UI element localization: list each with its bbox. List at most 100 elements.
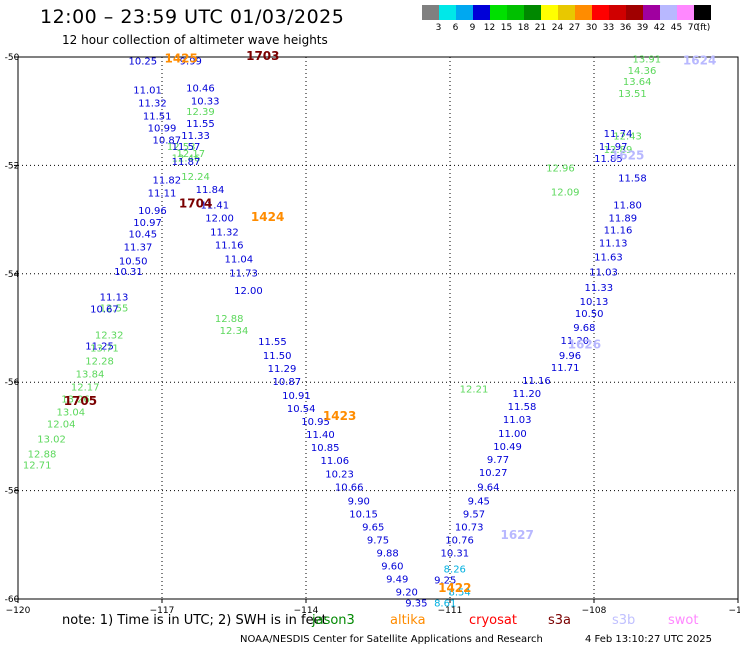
wave-height-label: 13.51: [618, 89, 647, 100]
wave-height-label: 11.13: [100, 293, 129, 304]
wave-height-label: 12.28: [85, 357, 114, 368]
x-tick-label: −10: [729, 606, 740, 616]
pass-time-label: 1703: [246, 49, 279, 63]
wave-height-label: 11.16: [604, 225, 633, 236]
wave-height-label: 11.80: [613, 200, 642, 211]
scale-swatch: [626, 5, 643, 20]
x-tick-label: −117: [150, 606, 175, 616]
wave-height-label: 9.25: [434, 575, 456, 586]
wave-height-label: 12.21: [460, 385, 489, 396]
scale-swatch: [677, 5, 694, 20]
scale-label: 18: [517, 23, 530, 33]
wave-height-label: 12.88: [28, 450, 57, 461]
wave-height-label: 11.37: [124, 243, 153, 254]
scale-swatch: [541, 5, 558, 20]
wave-height-label: 10.33: [191, 96, 220, 107]
wave-height-label: 9.64: [477, 482, 499, 493]
wave-height-label: 11.29: [268, 364, 297, 375]
scale-swatch: [490, 5, 507, 20]
x-tick-label: −120: [6, 606, 31, 616]
wave-height-label: 11.16: [215, 241, 244, 252]
wave-height-label: 11.71: [551, 363, 580, 374]
wave-height-label: 11.33: [584, 283, 613, 294]
wave-height-label: 11.32: [210, 228, 239, 239]
wave-height-label: 12.00: [234, 286, 263, 297]
x-tick-label: −108: [582, 606, 607, 616]
wave-height-label: 11.16: [522, 376, 551, 387]
y-tick-label: -50: [5, 53, 20, 63]
wave-height-label: 12.04: [47, 419, 76, 430]
wave-height-label: 11.03: [503, 415, 532, 426]
wave-height-label: 10.23: [325, 469, 354, 480]
wave-height-label: 13.02: [37, 435, 66, 446]
chart-subtitle: 12 hour collection of altimeter wave hei…: [62, 33, 328, 47]
wave-height-label: 9.77: [487, 455, 509, 466]
wave-height-label: 11.55: [186, 119, 215, 130]
wave-height-label: 9.75: [367, 535, 389, 546]
wave-height-label: 12.46: [172, 153, 201, 164]
satellite-s3b-label: s3b: [612, 613, 636, 628]
wave-height-label: 9.88: [376, 548, 398, 559]
wave-height-label: 11.33: [181, 131, 210, 142]
wave-height-label: 12.34: [220, 326, 249, 337]
scale-label: 30: [585, 23, 598, 33]
pass-time-label: 1626: [568, 337, 601, 351]
wave-height-label: 10.13: [580, 297, 609, 308]
scale-swatch: [422, 5, 439, 20]
scale-label: 3: [435, 23, 442, 33]
wave-height-label: 11.13: [599, 238, 628, 249]
scale-label: 24: [551, 23, 564, 33]
wave-height-label: 12.09: [551, 187, 580, 198]
scale-label: 9: [469, 23, 476, 33]
wave-height-label: 9.99: [180, 56, 202, 67]
y-tick-label: -58: [5, 487, 20, 497]
pass-time-label: 1705: [64, 394, 97, 408]
scale-swatch: [694, 5, 711, 20]
wave-height-label: 11.58: [508, 402, 537, 413]
wave-height-label: 10.99: [148, 123, 177, 134]
scale-label: 45: [670, 23, 683, 33]
scale-label: 36: [619, 23, 632, 33]
wave-height-label: 10.87: [152, 135, 181, 146]
footer-timestamp: 4 Feb 13:10:27 UTC 2025: [585, 634, 712, 645]
wave-height-label: 11.04: [224, 255, 253, 266]
pass-time-label: 1423: [323, 409, 356, 423]
wave-height-label: 11.87: [172, 157, 201, 168]
y-tick-label: -52: [5, 161, 20, 171]
wave-height-label: 11.00: [498, 429, 527, 440]
wave-height-label: 12.89: [604, 145, 633, 156]
satellite-altika-label: altika: [390, 613, 426, 628]
wave-height-label: 11.41: [200, 200, 229, 211]
wave-height-label: 11.51: [143, 112, 172, 123]
wave-height-label: 12.43: [613, 132, 642, 143]
pass-time-label: 1627: [500, 528, 533, 542]
wave-height-label: 12.17: [176, 149, 205, 160]
wave-height-label: 10.31: [440, 548, 469, 559]
wave-height-label: 11.85: [594, 154, 623, 165]
wave-height-label: 11.20: [512, 389, 541, 400]
wave-height-label: 8.61: [434, 598, 456, 609]
scale-swatch: [524, 5, 541, 20]
wave-height-label: 11.06: [320, 456, 349, 467]
wave-height-label: 12.96: [546, 164, 575, 175]
scale-swatch: [473, 5, 490, 20]
wave-height-label: 10.96: [138, 206, 167, 217]
wave-height-label: 9.60: [381, 561, 403, 572]
wave-height-label: 10.54: [287, 404, 316, 415]
wave-height-label: 10.25: [128, 56, 157, 67]
wave-height-label: 9.35: [405, 598, 427, 609]
wave-height-label: 10.50: [119, 256, 148, 267]
pass-time-label: 1624: [683, 53, 716, 67]
wave-height-label: 13.26: [61, 394, 90, 405]
pass-time-label: 1625: [611, 149, 644, 163]
wave-height-label: 10.27: [479, 468, 508, 479]
pass-time-label: 1422: [438, 581, 471, 595]
scale-label: 33: [602, 23, 615, 33]
scale-label: 27: [568, 23, 581, 33]
pass-time-label: 1425: [164, 52, 197, 66]
satellite-s3a-label: s3a: [548, 613, 572, 628]
wave-height-label: 11.97: [599, 142, 628, 153]
wave-height-label: 9.49: [386, 574, 408, 585]
wave-height-label: 11.32: [138, 99, 167, 110]
wave-height-label: 10.46: [186, 83, 215, 94]
